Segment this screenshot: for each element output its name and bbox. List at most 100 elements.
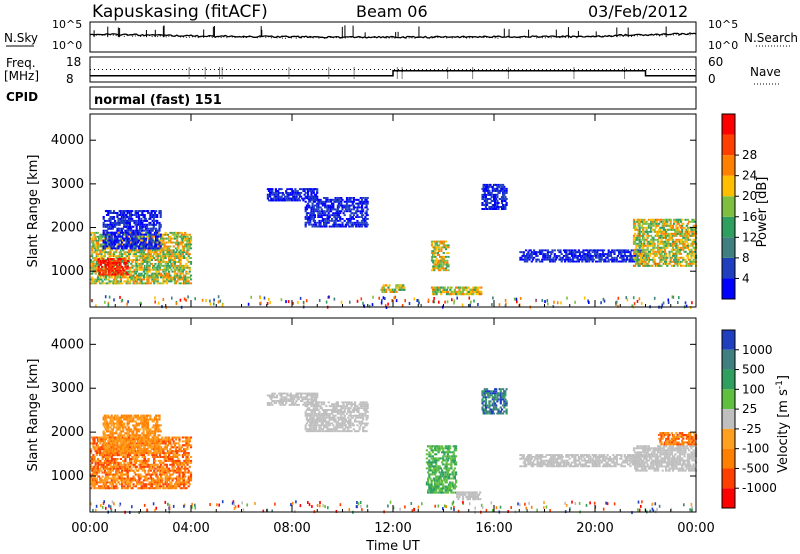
scatter-cell: [110, 233, 113, 236]
scatter-cell: [166, 241, 170, 244]
scatter-cell: [382, 286, 385, 289]
scatter-cell: [93, 471, 96, 474]
scatter-cell: [673, 252, 676, 255]
scatter-cell: [445, 244, 448, 247]
scatter-cell: [162, 255, 165, 258]
scatter-cell: [104, 274, 108, 277]
scatter-cell: [681, 260, 684, 263]
scatter-cell: [126, 469, 129, 472]
scatter-cell: [104, 265, 107, 268]
scatter-cell: [655, 230, 658, 233]
scatter-cell: [503, 189, 506, 192]
scatter-cell: [692, 246, 695, 249]
scatter-cell: [107, 450, 110, 453]
scatter-cell: [552, 260, 555, 263]
scatter-cell: [600, 249, 603, 252]
scatter-cell: [684, 240, 687, 243]
scatter-cell: [135, 280, 139, 283]
scatter-cell: [95, 253, 98, 256]
scatter-cell: [643, 242, 646, 245]
scatter-cell: [335, 218, 338, 220]
scatter-cell: [152, 214, 155, 216]
scatter-cell: [673, 242, 676, 245]
scatter-cell: [482, 183, 485, 186]
scatter-cell: [143, 257, 147, 259]
scatter-cell: [693, 220, 696, 223]
scatter-cell: [458, 290, 461, 293]
scatter-cell: [160, 243, 163, 246]
scatter-cell: [433, 265, 436, 268]
scatter-cell: [137, 216, 141, 218]
scatter-cell: [306, 206, 310, 209]
scatter-cell: [676, 264, 679, 267]
cpid-value: normal (fast) 151: [94, 93, 222, 108]
scatter-cell: [110, 485, 113, 488]
scatter-cell: [91, 456, 94, 458]
scatter-cell: [315, 208, 318, 211]
scatter-cell: [156, 239, 159, 242]
scatter-cell: [638, 238, 641, 241]
scatter-cell: [104, 475, 108, 478]
ground-scatter-cell: [498, 303, 501, 307]
scatter-cell: [604, 260, 607, 263]
scatter-cell: [690, 264, 693, 267]
scatter-cell: [91, 245, 94, 248]
scatter-cell: [390, 290, 393, 293]
scatter-cell: [118, 267, 121, 270]
scatter-cell: [122, 459, 125, 462]
scatter-cell: [582, 251, 585, 254]
scatter-cell: [446, 252, 449, 254]
scatter-cell: [123, 262, 126, 264]
scatter-cell: [100, 463, 103, 466]
ground-scatter-cell: [175, 302, 178, 306]
scatter-cell: [148, 266, 151, 269]
scatter-cell: [104, 276, 108, 279]
scatter-cell: [102, 448, 105, 451]
scatter-cell: [126, 467, 129, 470]
scatter-cell: [601, 251, 605, 254]
scatter-cell: [122, 269, 125, 272]
scatter-cell: [187, 280, 190, 283]
scatter-cell: [129, 276, 132, 279]
scatter-cell: [189, 282, 193, 285]
scatter-cell: [440, 257, 443, 260]
scatter-cell: [434, 265, 437, 268]
scatter-cell: [151, 245, 154, 248]
scatter-cell: [114, 458, 117, 460]
scatter-cell: [678, 224, 681, 227]
scatter-cell: [364, 219, 367, 222]
colorbar-tick-label: 20: [742, 189, 757, 203]
scatter-cell: [312, 192, 315, 194]
scatter-cell: [159, 216, 162, 218]
scatter-cell: [173, 274, 176, 277]
scatter-cell: [282, 199, 285, 202]
scatter-cell: [345, 197, 349, 199]
scatter-cell: [679, 238, 683, 241]
scatter-cell: [95, 479, 98, 482]
scatter-cell: [436, 290, 439, 293]
scatter-cell: [109, 452, 112, 455]
scatter-cell: [304, 208, 307, 211]
scatter-cell: [591, 251, 594, 254]
scatter-cell: [149, 231, 152, 234]
scatter-cell: [139, 231, 142, 234]
scatter-cell: [366, 214, 369, 217]
scatter-cell: [693, 246, 696, 249]
scatter-cell: [173, 264, 176, 267]
scatter-cell: [646, 248, 649, 251]
scatter-cell: [169, 241, 172, 244]
scatter-cell: [357, 202, 360, 205]
scatter-cell: [340, 225, 343, 228]
scatter-cell: [95, 268, 98, 271]
scatter-cell: [124, 274, 127, 277]
scatter-cell: [327, 208, 330, 211]
scatter-cell: [118, 471, 121, 474]
scatter-cell: [343, 204, 346, 207]
scatter-cell: [147, 282, 150, 285]
scatter-cell: [101, 249, 104, 252]
scatter-cell: [655, 234, 658, 237]
scatter-cell: [135, 229, 138, 232]
scatter-cell: [124, 459, 127, 462]
scatter-cell: [595, 256, 598, 259]
scatter-cell: [648, 218, 652, 221]
